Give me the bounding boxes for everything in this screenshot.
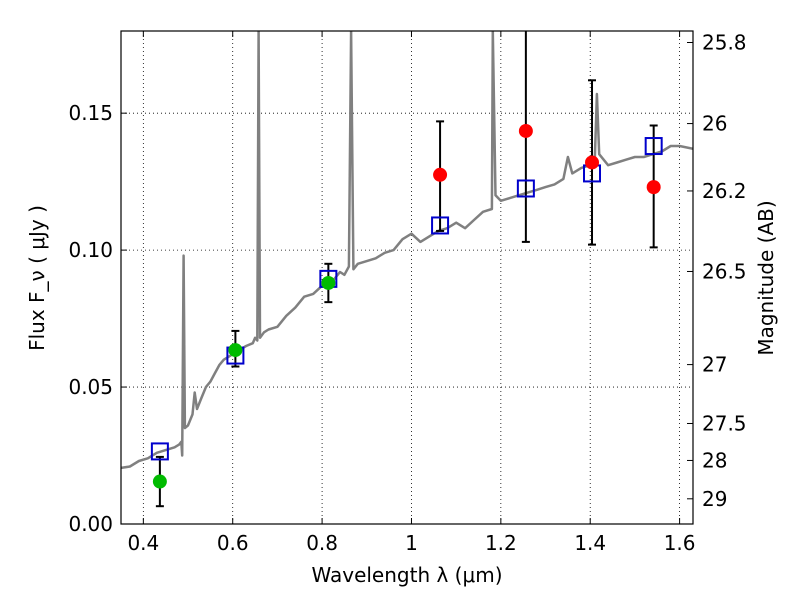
x-tick-label: 1.4: [574, 531, 606, 555]
right-tick-label: 27.5: [702, 411, 747, 435]
spectrum-line: [121, 31, 693, 470]
axes: 0.4 0.6 0.8 1 1.2 1.4 1.6 0.00 0.05 0.10 0.15 25.8 2…: [68, 31, 746, 555]
y-tick-label: 0.10: [68, 238, 113, 262]
plot-area: [121, 31, 693, 508]
right-tick-label: 29: [702, 487, 727, 511]
right-tick-label: 26.5: [702, 259, 747, 283]
y-tick-label: 0.00: [68, 512, 113, 536]
right-tick-label: 25.8: [702, 31, 747, 55]
right-tick-label: 26: [702, 112, 727, 136]
x-tick-label: 0.4: [127, 531, 159, 555]
right-axis-label: Magnitude (AB): [754, 200, 778, 355]
x-tick-label: 1.2: [485, 531, 517, 555]
observed-point: [228, 343, 243, 358]
x-tick-label: 1: [405, 531, 418, 555]
y-tick-label: 0.05: [68, 375, 113, 399]
y-tick-label: 0.15: [68, 101, 113, 125]
model-square: [150, 442, 169, 461]
observed-point: [585, 155, 600, 170]
observed-point: [518, 123, 533, 138]
observed-point: [321, 275, 336, 290]
grid: [121, 31, 693, 525]
x-tick-label: 0.8: [306, 531, 338, 555]
observed-point: [646, 180, 661, 195]
y-axis-label: Flux F_ν ( μJy ): [25, 205, 49, 351]
model-square: [431, 216, 450, 235]
plot-frame: [120, 30, 694, 525]
model-square: [516, 179, 535, 198]
right-tick-label: 26.2: [702, 179, 747, 203]
observed-point: [152, 474, 167, 489]
x-tick-label: 1.6: [664, 531, 696, 555]
model-square: [644, 137, 663, 156]
x-axis-label: Wavelength λ (μm): [311, 563, 502, 587]
x-tick-label: 0.6: [217, 531, 249, 555]
right-tick-label: 28: [702, 448, 727, 472]
observed-point: [433, 167, 448, 182]
right-tick-label: 27: [702, 353, 727, 377]
